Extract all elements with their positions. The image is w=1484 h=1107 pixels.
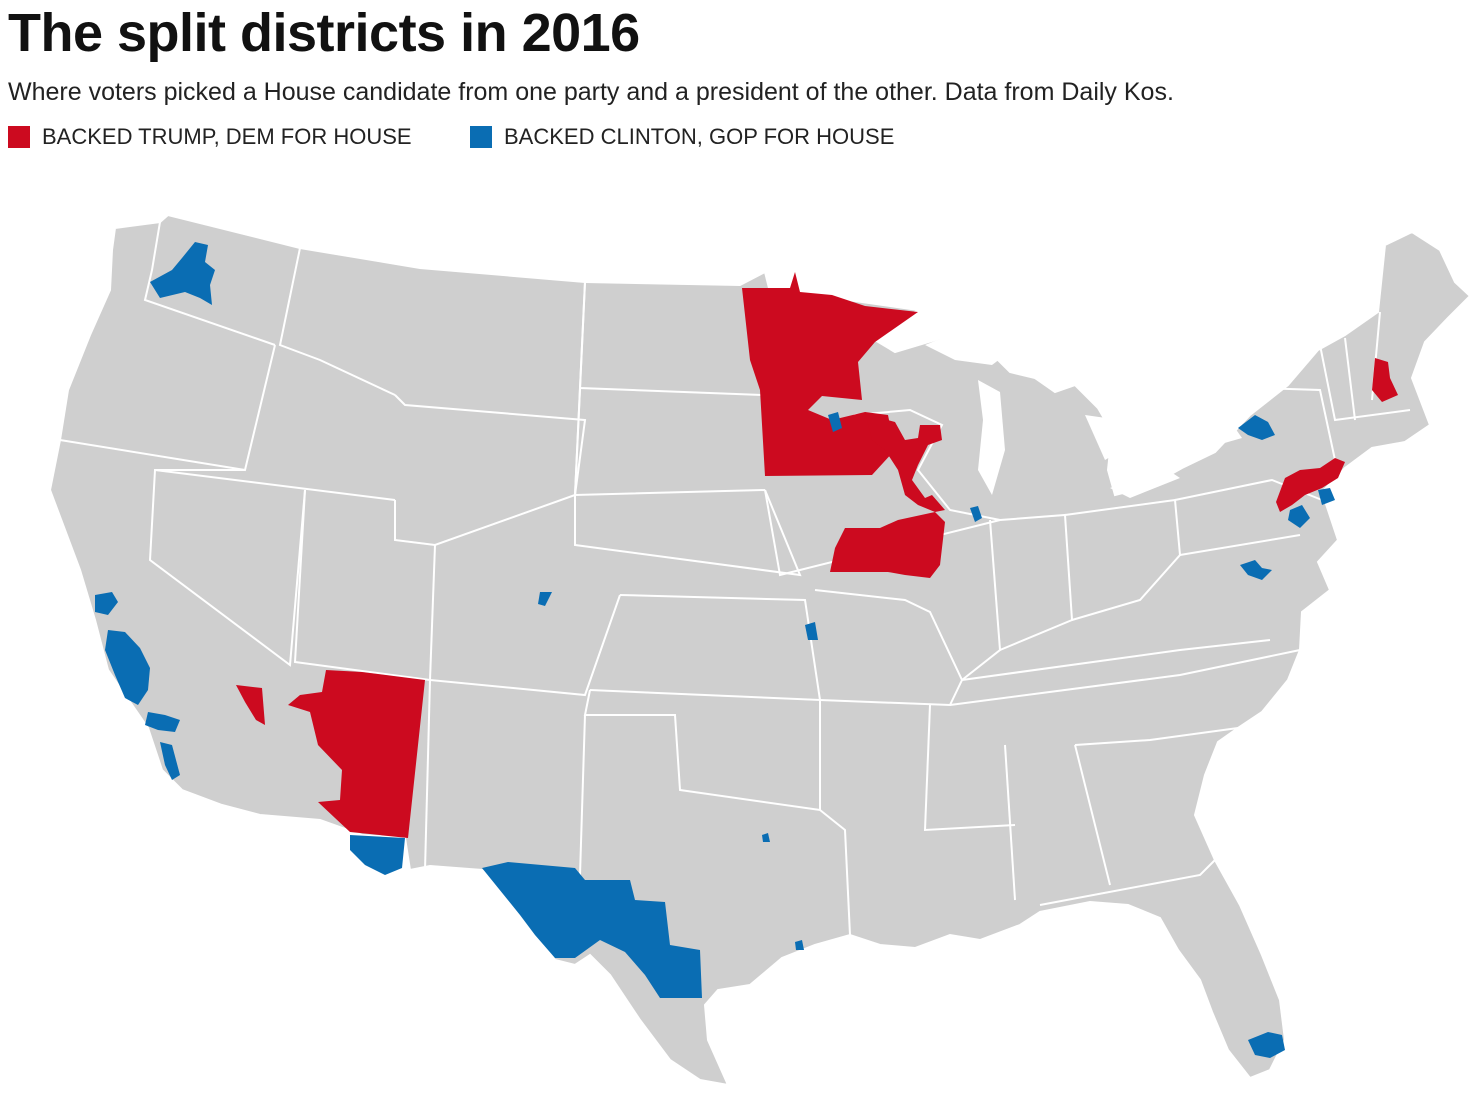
florida-district xyxy=(1248,1032,1285,1058)
trump-dem-districts xyxy=(236,272,1398,838)
pennsylvania-new-jersey-districts xyxy=(1276,458,1345,512)
illinois-suburb-district xyxy=(970,506,982,522)
state-borders xyxy=(59,221,1411,936)
virginia-district xyxy=(1240,560,1272,580)
arizona-north-district xyxy=(288,670,425,838)
new-york-district xyxy=(1238,415,1275,440)
minnesota-suburb-district xyxy=(828,412,842,432)
us-landmass xyxy=(48,213,1472,1087)
kansas-district xyxy=(805,622,818,640)
clinton-gop-districts xyxy=(95,242,1335,1058)
page-title: The split districts in 2016 xyxy=(8,3,640,63)
legend-label-clinton: BACKED CLINTON, GOP FOR HOUSE xyxy=(504,124,895,149)
lake-huron xyxy=(1085,415,1122,460)
nevada-south-district xyxy=(236,685,265,725)
texas-border-district xyxy=(482,862,702,998)
legend-swatch-trump xyxy=(8,126,30,148)
california-coast-district xyxy=(160,742,180,780)
new-hampshire-district xyxy=(1372,358,1398,402)
arizona-south-district xyxy=(350,835,405,875)
legend-label-trump: BACKED TRUMP, DEM FOR HOUSE xyxy=(42,124,412,149)
lake-erie xyxy=(1110,468,1180,498)
legend-item-clinton: BACKED CLINTON, GOP FOR HOUSE xyxy=(470,124,894,150)
lake-ontario xyxy=(1192,428,1242,450)
iowa-illinois-districts xyxy=(830,512,945,578)
oklahoma-small-district xyxy=(762,833,770,842)
california-north-district xyxy=(95,592,118,615)
lake-michigan xyxy=(978,380,1005,495)
california-central-district xyxy=(105,630,150,705)
lake-superior xyxy=(925,325,1012,365)
us-map xyxy=(48,213,1472,1087)
new-jersey-pennsylvania-districts xyxy=(1288,488,1335,528)
texas-small-district xyxy=(795,940,804,950)
colorado-district xyxy=(538,592,552,606)
legend-swatch-clinton xyxy=(470,126,492,148)
washington-district xyxy=(150,242,215,305)
california-south-district xyxy=(145,712,180,732)
page-subtitle: Where voters picked a House candidate fr… xyxy=(8,78,1174,106)
legend-item-trump: BACKED TRUMP, DEM FOR HOUSE xyxy=(8,124,412,150)
iowa-wisconsin-districts xyxy=(865,412,945,512)
